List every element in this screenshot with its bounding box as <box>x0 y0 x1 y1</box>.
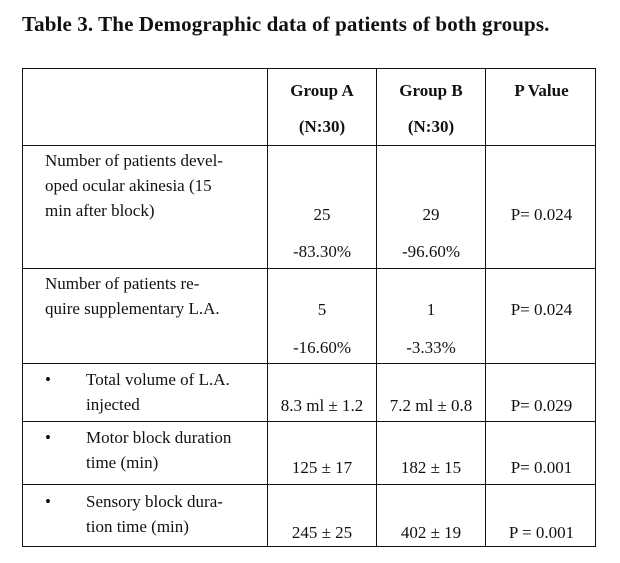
cell-group-a: 245 ± 25 <box>291 523 353 542</box>
cell-group-a-pct: -16.60% <box>292 338 352 357</box>
cell-group-b: 402 ± 19 <box>400 523 462 542</box>
cell-group-b: 29 <box>422 205 440 224</box>
cell-p-value: P= 0.024 <box>510 205 573 224</box>
cell-p-value: P= 0.024 <box>510 300 573 319</box>
bullet-icon: • <box>45 428 51 447</box>
row-divider <box>23 421 595 422</box>
row-label-line: Number of patients re- <box>45 274 200 293</box>
cell-group-b-pct: -96.60% <box>401 242 461 261</box>
row-label-line: time (min) <box>86 453 159 472</box>
cell-group-b: 1 <box>426 300 436 319</box>
demographic-table: Group A (N:30) Group B (N:30) P Value Nu… <box>22 68 596 547</box>
row-label-line: min after block) <box>45 201 155 220</box>
header-group-a-n: (N:30) <box>298 117 346 136</box>
column-divider <box>267 69 268 546</box>
cell-group-a: 8.3 ml ± 1.2 <box>280 396 364 415</box>
row-divider <box>23 484 595 485</box>
row-label-line: oped ocular akinesia (15 <box>45 176 212 195</box>
row-label-line: Motor block duration <box>86 428 232 447</box>
row-label-line: Total volume of L.A. <box>86 370 230 389</box>
row-divider <box>23 268 595 269</box>
cell-group-a-pct: -83.30% <box>292 242 352 261</box>
row-label-line: Sensory block dura- <box>86 492 223 511</box>
cell-group-b-pct: -3.33% <box>406 338 456 357</box>
cell-p-value: P= 0.029 <box>510 396 573 415</box>
row-label-line: Number of patients devel- <box>45 151 223 170</box>
column-divider <box>376 69 377 546</box>
cell-group-a: 5 <box>317 300 327 319</box>
bullet-icon: • <box>45 492 51 511</box>
header-group-b: Group B <box>399 81 463 100</box>
cell-group-a: 125 ± 17 <box>291 458 353 477</box>
row-label-line: tion time (min) <box>86 517 189 536</box>
header-p-value: P Value <box>514 81 569 100</box>
cell-group-b: 7.2 ml ± 0.8 <box>389 396 473 415</box>
row-label-line: quire supplementary L.A. <box>45 299 220 318</box>
bullet-icon: • <box>45 370 51 389</box>
column-divider <box>485 69 486 546</box>
cell-p-value: P= 0.001 <box>510 458 573 477</box>
header-group-a: Group A <box>290 81 354 100</box>
row-divider <box>23 145 595 146</box>
cell-group-a: 25 <box>313 205 331 224</box>
cell-group-b: 182 ± 15 <box>400 458 462 477</box>
row-label-line: injected <box>86 395 140 414</box>
cell-p-value: P = 0.001 <box>508 523 575 542</box>
row-divider <box>23 363 595 364</box>
table-caption: Table 3. The Demographic data of patient… <box>22 12 550 36</box>
header-group-b-n: (N:30) <box>407 117 455 136</box>
